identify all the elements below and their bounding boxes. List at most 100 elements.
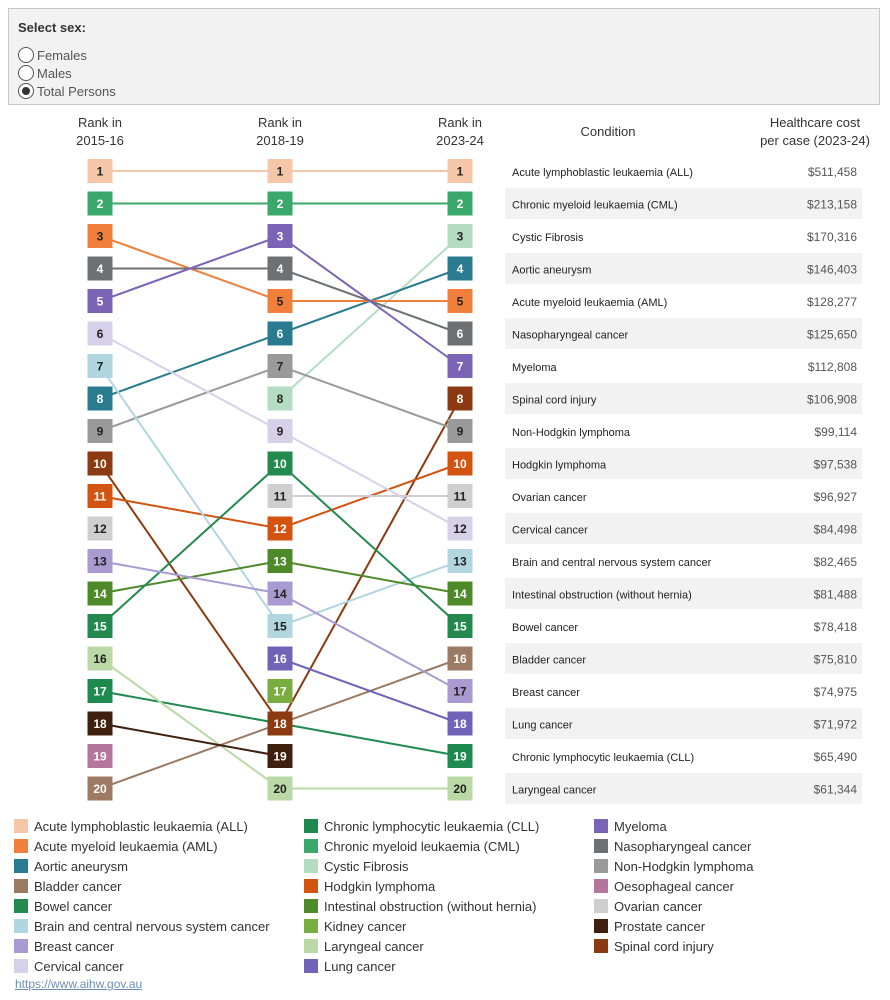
- condition-name: Chronic myeloid leukaemia (CML): [512, 200, 678, 212]
- rank-box[interactable]: [267, 484, 293, 508]
- rank-label: 7: [277, 360, 284, 374]
- rank-box[interactable]: [87, 451, 113, 476]
- rank-box[interactable]: [267, 419, 293, 443]
- rank-box[interactable]: [447, 614, 473, 638]
- rank-label: 12: [93, 522, 107, 536]
- rank-box[interactable]: [447, 484, 473, 508]
- legend-label: Kidney cancer: [324, 918, 407, 934]
- series-line: [279, 365, 461, 432]
- rank-box[interactable]: [87, 289, 113, 313]
- rank-label: 3: [277, 230, 284, 244]
- rank-box[interactable]: [267, 776, 293, 801]
- column-header-condition: Condition: [581, 124, 636, 139]
- rank-box[interactable]: [447, 581, 473, 606]
- rank-box[interactable]: [87, 191, 113, 216]
- rank-box[interactable]: [87, 581, 113, 606]
- condition-name: Intestinal obstruction (without hernia): [512, 590, 692, 602]
- rank-label: 2: [277, 197, 284, 211]
- rank-box[interactable]: [447, 646, 473, 671]
- rank-box[interactable]: [87, 419, 113, 443]
- rank-box[interactable]: [447, 256, 473, 281]
- legend-item: Lung cancer: [304, 957, 396, 975]
- rank-label: 17: [273, 685, 287, 699]
- rank-label: 11: [94, 490, 107, 504]
- rank-box[interactable]: [87, 516, 113, 541]
- rank-label: 12: [453, 522, 467, 536]
- rank-box[interactable]: [87, 711, 113, 736]
- legend-swatch: [594, 819, 608, 833]
- rank-box[interactable]: [447, 321, 473, 346]
- rank-box[interactable]: [447, 451, 473, 476]
- legend-label: Hodgkin lymphoma: [324, 878, 436, 894]
- rank-box[interactable]: [447, 354, 473, 378]
- rank-box[interactable]: [267, 549, 293, 573]
- rank-box[interactable]: [267, 711, 293, 736]
- rank-box[interactable]: [267, 516, 293, 541]
- rank-label: 18: [93, 717, 107, 731]
- rank-box[interactable]: [87, 776, 113, 801]
- rank-box[interactable]: [87, 256, 113, 281]
- rank-box[interactable]: [87, 159, 113, 183]
- rank-box[interactable]: [267, 614, 293, 638]
- rank-box[interactable]: [267, 191, 293, 216]
- rank-box[interactable]: [447, 516, 473, 541]
- rank-box[interactable]: [267, 646, 293, 671]
- legend-swatch: [304, 839, 318, 853]
- radio-females[interactable]: Females: [18, 46, 87, 64]
- rank-box[interactable]: [267, 679, 293, 703]
- rank-box[interactable]: [87, 614, 113, 638]
- rank-box[interactable]: [87, 744, 113, 768]
- rank-box[interactable]: [87, 549, 113, 573]
- rank-box[interactable]: [267, 354, 293, 378]
- rank-box[interactable]: [267, 224, 293, 248]
- series-line: [279, 235, 461, 400]
- rank-box[interactable]: [447, 776, 473, 801]
- legend-item: Bowel cancer: [14, 897, 112, 915]
- rank-box[interactable]: [447, 711, 473, 736]
- condition-name: Ovarian cancer: [512, 492, 587, 504]
- rank-box[interactable]: [447, 549, 473, 573]
- rank-box[interactable]: [87, 224, 113, 248]
- legend-label: Ovarian cancer: [614, 898, 703, 914]
- table-row: [505, 773, 862, 804]
- rank-box[interactable]: [447, 224, 473, 248]
- rank-box[interactable]: [447, 419, 473, 443]
- rank-box[interactable]: [447, 191, 473, 216]
- rank-label: 15: [453, 620, 467, 634]
- rank-box[interactable]: [267, 289, 293, 313]
- rank-box[interactable]: [267, 386, 293, 411]
- rank-box[interactable]: [267, 581, 293, 606]
- rank-box[interactable]: [87, 386, 113, 411]
- rank-box[interactable]: [267, 159, 293, 183]
- radio-circle-icon[interactable]: [18, 65, 34, 81]
- cost-value: $78,418: [814, 620, 858, 634]
- rank-box[interactable]: [267, 256, 293, 281]
- rank-box[interactable]: [267, 744, 293, 768]
- rank-label: 3: [97, 230, 104, 244]
- rank-label: 20: [93, 782, 107, 796]
- rank-box[interactable]: [87, 321, 113, 346]
- legend-item: Non-Hodgkin lymphoma: [594, 857, 753, 875]
- rank-box[interactable]: [87, 484, 113, 508]
- radio-circle-icon[interactable]: [18, 47, 34, 63]
- rank-box[interactable]: [87, 354, 113, 378]
- rank-label: 6: [457, 327, 464, 341]
- rank-label: 18: [273, 717, 287, 731]
- source-link[interactable]: https://www.aihw.gov.au: [15, 977, 143, 991]
- rank-box[interactable]: [447, 386, 473, 411]
- rank-label: 9: [97, 425, 104, 439]
- rank-box[interactable]: [267, 321, 293, 346]
- rank-box[interactable]: [267, 451, 293, 476]
- rank-box[interactable]: [447, 679, 473, 703]
- radio-circle-selected-icon[interactable]: [18, 83, 34, 99]
- radio-total-persons[interactable]: Total Persons: [18, 82, 116, 100]
- legend-item: Intestinal obstruction (without hernia): [304, 897, 536, 915]
- radio-males[interactable]: Males: [18, 64, 72, 82]
- rank-box[interactable]: [87, 679, 113, 703]
- rank-box[interactable]: [447, 159, 473, 183]
- rank-box[interactable]: [447, 289, 473, 313]
- rank-box[interactable]: [87, 646, 113, 671]
- legend-label: Non-Hodgkin lymphoma: [614, 858, 754, 874]
- rank-box[interactable]: [447, 744, 473, 768]
- legend-label: Laryngeal cancer: [324, 938, 424, 954]
